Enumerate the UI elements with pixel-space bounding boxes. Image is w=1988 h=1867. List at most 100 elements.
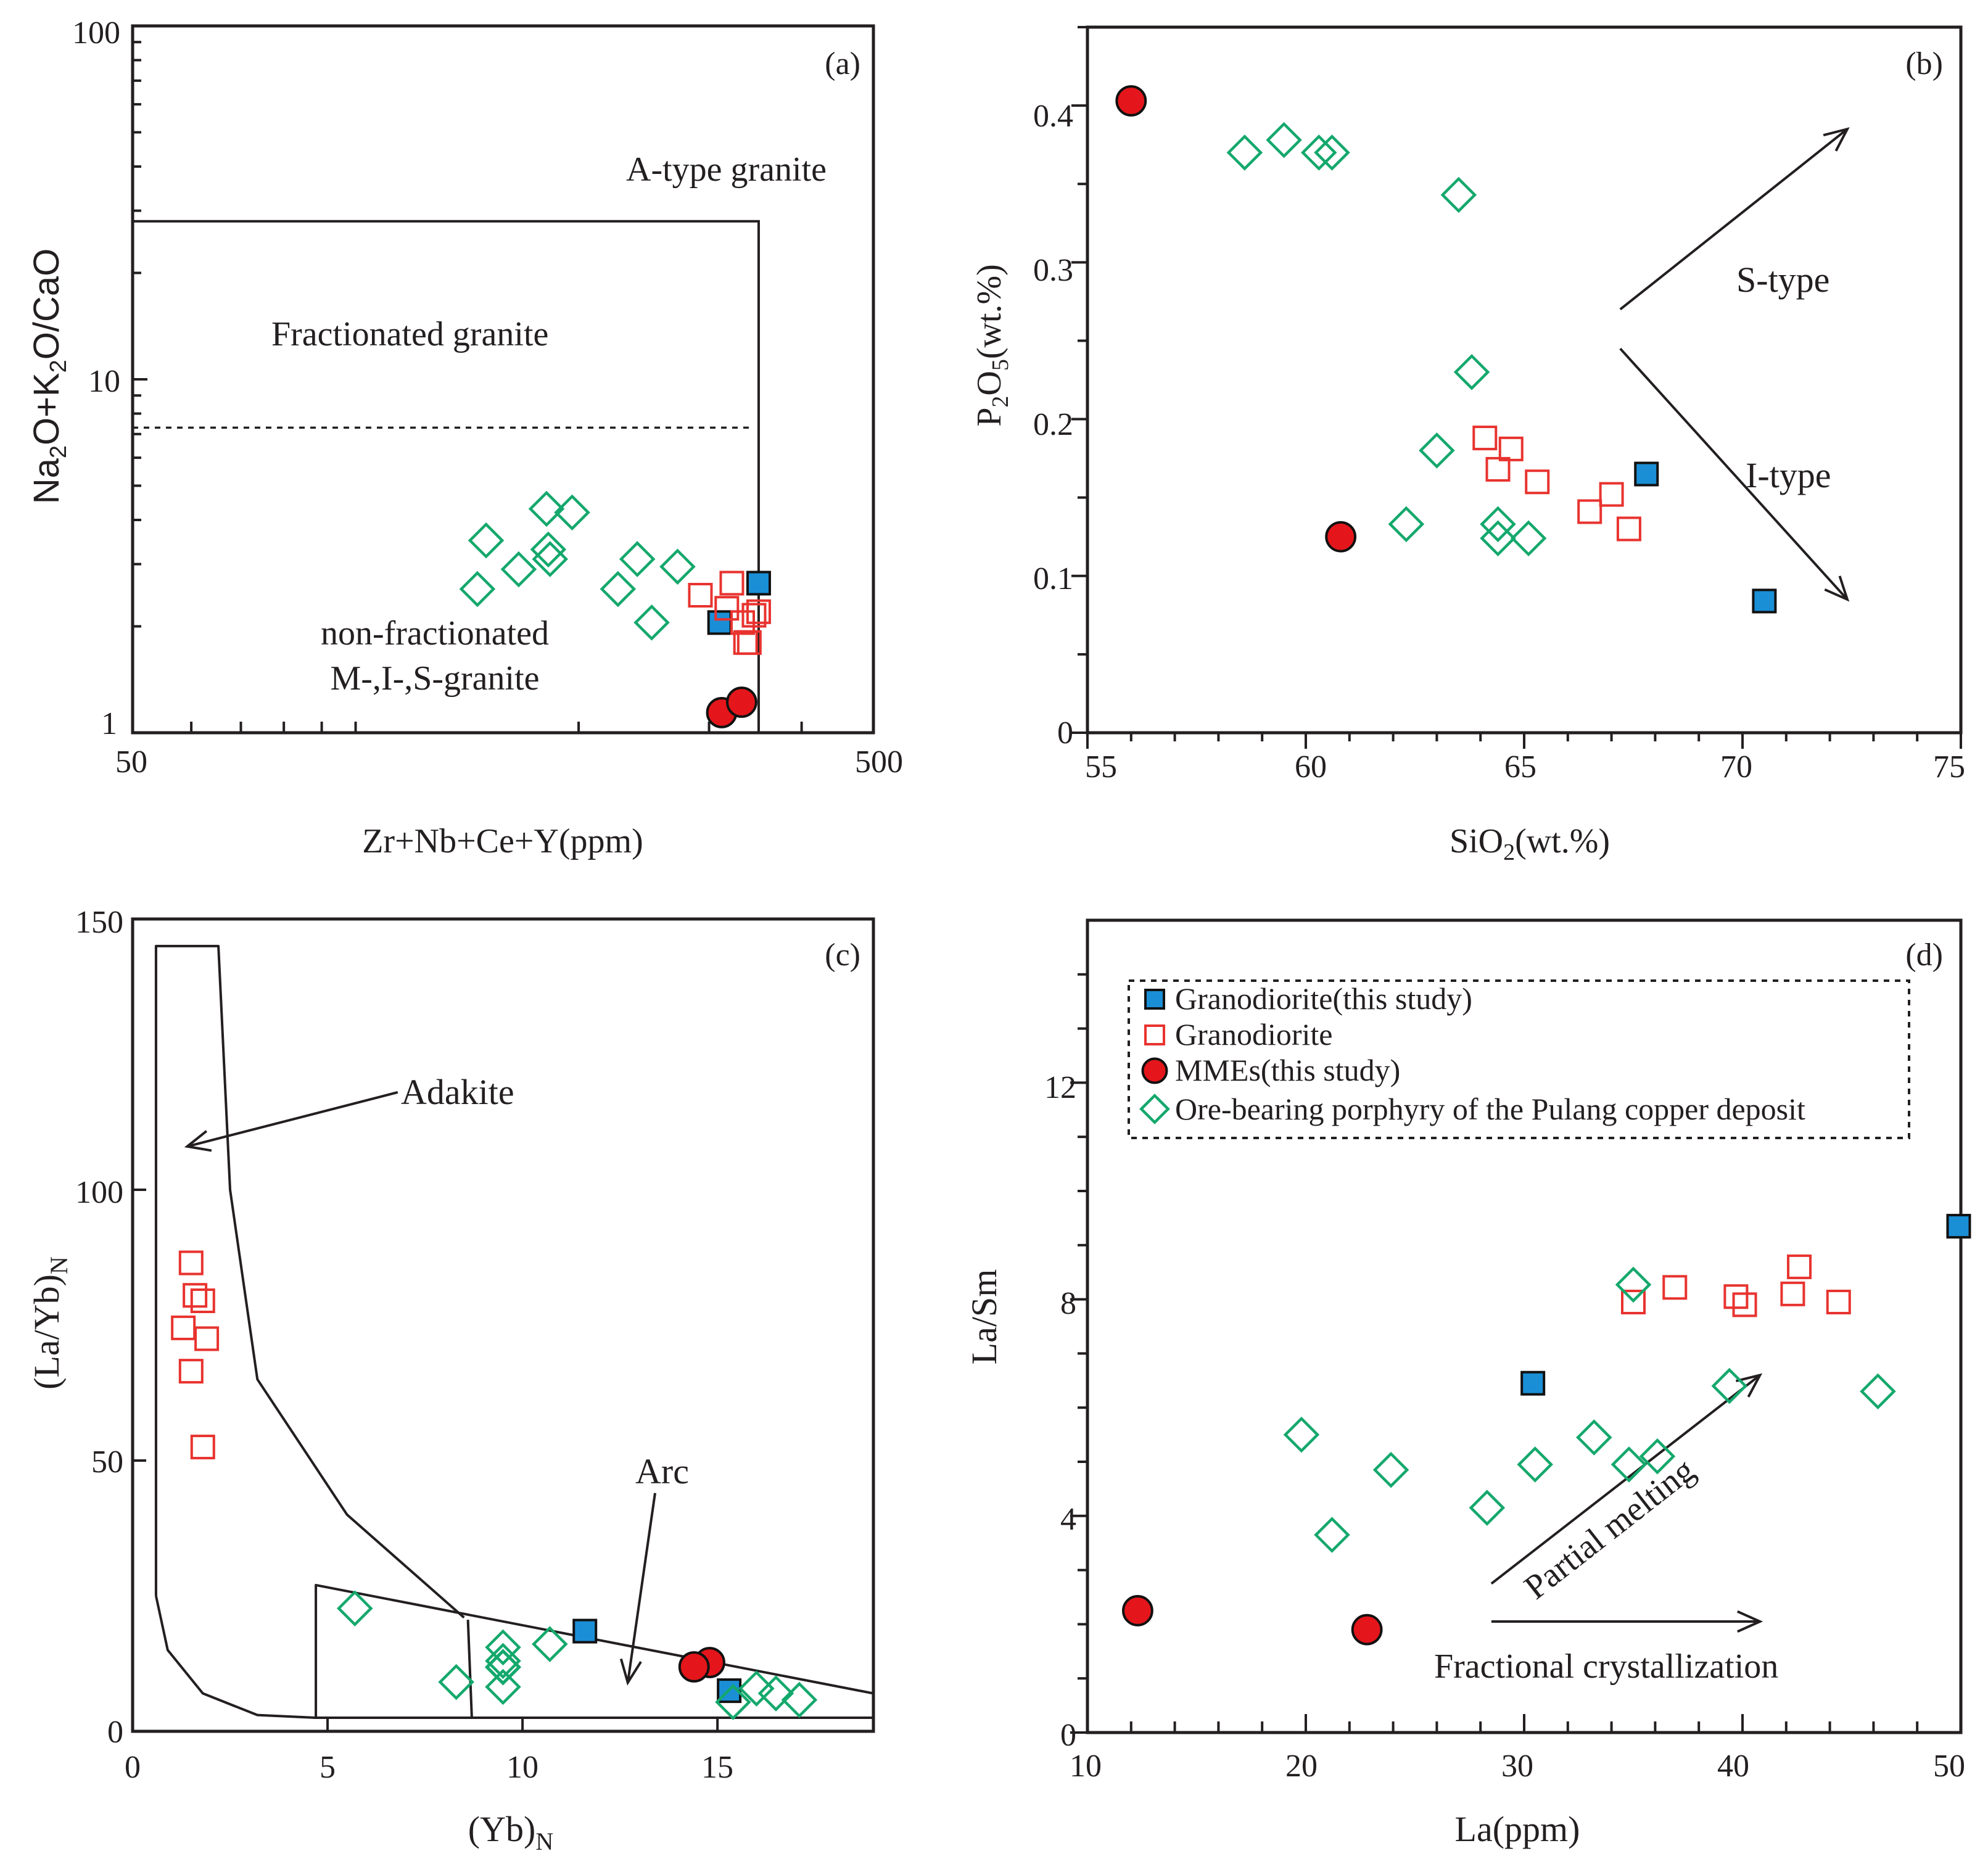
panel-d-point-granodiorite xyxy=(1826,1289,1851,1314)
panel-d-ytick-8: 8 xyxy=(1060,1286,1076,1321)
panel-a-boundary-solid xyxy=(133,220,760,733)
panel-c-ytick-50: 50 xyxy=(91,1445,123,1480)
legend-label-porphyry: Ore-bearing porphyry of the Pulang coppe… xyxy=(1175,1092,1805,1126)
arrow-partial-melting xyxy=(1490,1373,1763,1585)
panel-a-point-granodiorite xyxy=(741,603,767,628)
panel-b-xtick-55: 55 xyxy=(1085,749,1117,785)
panel-c-point-granodiorite xyxy=(194,1326,220,1351)
panel-b-point-granodiorite_this_study xyxy=(1634,461,1659,487)
panel-a-ticks xyxy=(133,41,803,733)
panel-d-point-granodiorite xyxy=(1662,1275,1688,1300)
panel-a-point-granodiorite xyxy=(746,599,771,624)
panel-c-point-porphyry xyxy=(485,1642,521,1679)
legend-marker-granodiorite xyxy=(1144,1024,1165,1045)
panel-a-point-porphyry xyxy=(500,551,537,588)
panel-c-point-porphyry xyxy=(757,1675,794,1712)
panel-a-ylabel: Na2O+K2O/CaO xyxy=(27,249,72,505)
panel-b-point-porphyry xyxy=(1480,506,1516,543)
panel-c-point-granodiorite_this_study xyxy=(572,1618,598,1644)
panel-c-point-mmes xyxy=(678,1651,710,1683)
panel-a-xlabel: Zr+Nb+Ce+Y(ppm) xyxy=(362,822,643,860)
panel-c-arrows xyxy=(184,1091,657,1686)
panel-d-point-mmes xyxy=(1122,1595,1153,1626)
panel-b-ytick-0.3: 0.3 xyxy=(1033,253,1073,288)
panel-c-frame xyxy=(131,917,875,1733)
panel-b-point-porphyry xyxy=(1314,134,1350,171)
panel-a-ytick-1: 1 xyxy=(101,706,117,741)
panel-d-point-granodiorite_this_study xyxy=(1946,1214,1971,1239)
panel-b-point-mmes xyxy=(1115,85,1147,117)
panel-c-label: (c) xyxy=(825,938,860,973)
field-label-arc: Arc xyxy=(635,1451,689,1491)
panel-c-point-granodiorite xyxy=(183,1283,208,1308)
panel-d-xtick-30: 30 xyxy=(1501,1749,1533,1784)
panel-d-label: (d) xyxy=(1905,938,1943,973)
trend-label-i-type: I-type xyxy=(1746,455,1831,495)
legend-markers xyxy=(1139,989,1170,1124)
panel-b: (b) S-type I-type 0 0.1 0.2 0.3 0.4 55 6… xyxy=(970,25,1965,865)
panel-a-points xyxy=(459,490,771,728)
panel-c-boundary-0 xyxy=(154,944,465,1619)
legend-label-granodiorite-this-study: Granodiorite(this study) xyxy=(1175,981,1472,1016)
panel-d-point-porphyry xyxy=(1611,1446,1648,1483)
panel-c-xtick-10: 10 xyxy=(506,1750,538,1785)
panel-b-ytick-0.2: 0.2 xyxy=(1033,407,1073,442)
panel-a-point-granodiorite_this_study xyxy=(707,610,732,635)
panel-a-point-mmes xyxy=(726,686,757,718)
panel-b-xtick-60: 60 xyxy=(1295,749,1327,785)
panel-c-xtick-5: 5 xyxy=(320,1750,336,1785)
panel-b-points xyxy=(1115,85,1777,614)
panel-a-point-porphyry xyxy=(468,522,505,559)
panel-c-point-porphyry xyxy=(485,1629,521,1666)
arrow-adakite xyxy=(184,1091,398,1152)
panel-a-point-granodiorite xyxy=(714,596,740,621)
panel-b-ytick-0.4: 0.4 xyxy=(1033,99,1073,134)
panel-b-trends xyxy=(1619,127,1850,602)
panel-d-point-granodiorite xyxy=(1732,1292,1757,1317)
panel-a-point-granodiorite_this_study xyxy=(746,571,771,596)
panel-d-point-mmes xyxy=(1351,1614,1383,1646)
panel-b-point-porphyry xyxy=(1226,134,1263,171)
panel-c-ylabel: (La/Yb)N xyxy=(27,1256,73,1390)
panel-c-point-porphyry xyxy=(715,1684,751,1720)
panel-d-point-porphyry xyxy=(1575,1419,1612,1456)
panel-d-point-porphyry xyxy=(1860,1373,1896,1410)
panel-c-xtick-0: 0 xyxy=(125,1750,141,1785)
panel-d-point-granodiorite xyxy=(1621,1289,1646,1314)
panel-c-ytick-0: 0 xyxy=(107,1715,123,1750)
panel-d-point-porphyry xyxy=(1469,1490,1506,1526)
panel-b-point-mmes xyxy=(1325,521,1357,553)
legend-marker-porphyry xyxy=(1139,1094,1170,1124)
panel-b-ytick-0.1: 0.1 xyxy=(1033,561,1073,596)
panel-d-point-granodiorite xyxy=(1723,1284,1749,1309)
panel-c-point-granodiorite xyxy=(178,1359,204,1384)
panel-b-point-porphyry xyxy=(1510,520,1547,557)
panel-c-ticks xyxy=(131,1189,719,1731)
panel-c-xtick-15: 15 xyxy=(701,1750,733,1785)
panel-d-point-porphyry xyxy=(1711,1367,1748,1404)
panel-b-point-porphyry xyxy=(1266,122,1302,159)
panel-b-point-granodiorite xyxy=(1498,436,1524,461)
panel-c-point-porphyry xyxy=(781,1681,818,1718)
panel-a-point-porphyry xyxy=(619,541,656,577)
legend-label-mmes: MMEs(this study) xyxy=(1175,1053,1400,1087)
panel-d-ylabel: La/Sm xyxy=(964,1269,1004,1365)
panel-c-point-granodiorite xyxy=(190,1435,215,1460)
panel-d-point-porphyry xyxy=(1372,1451,1409,1488)
field-label-fractionated: Fractionated granite xyxy=(271,315,548,353)
panel-d-point-granodiorite_this_study xyxy=(1520,1370,1546,1396)
legend: Granodiorite(this study) Granodiorite MM… xyxy=(1128,979,1910,1139)
panel-d-ytick-12: 12 xyxy=(1044,1070,1076,1105)
trend-label-s-type: S-type xyxy=(1736,260,1829,300)
arrow-i-type xyxy=(1619,347,1850,602)
field-label-mis-granite: M-,I-,S-granite xyxy=(330,659,539,698)
arrow-arc xyxy=(619,1493,657,1686)
panel-d-ytick-0: 0 xyxy=(1060,1718,1076,1753)
panel-c-point-porphyry xyxy=(532,1626,568,1662)
panel-b-point-porphyry xyxy=(1419,432,1455,469)
panel-c-point-porphyry xyxy=(438,1663,474,1700)
legend-label-granodiorite: Granodiorite xyxy=(1175,1017,1332,1052)
field-label-adakite: Adakite xyxy=(401,1072,514,1112)
panel-d-xtick-20: 20 xyxy=(1285,1749,1318,1784)
